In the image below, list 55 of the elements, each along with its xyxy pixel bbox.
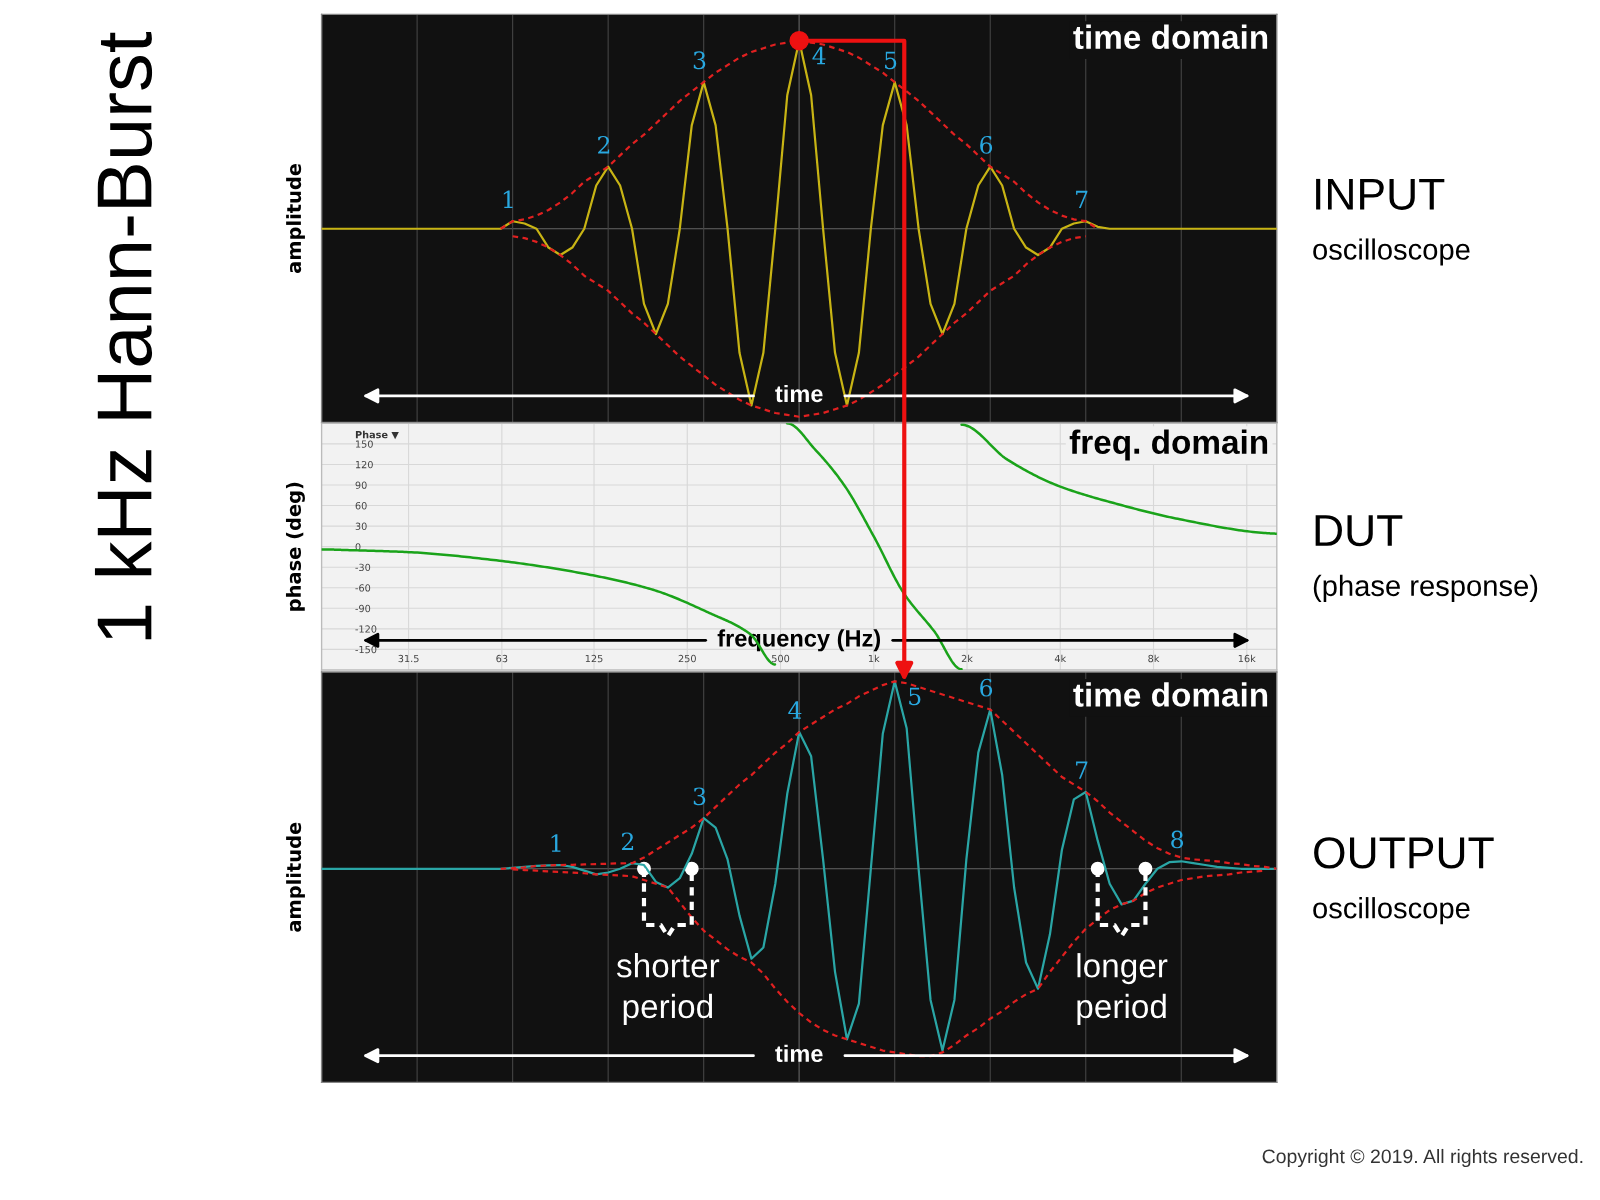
y-tick-label: 120 <box>356 460 373 469</box>
x-tick-label: 500 <box>772 654 790 663</box>
annotation: 1 <box>503 190 513 208</box>
text: INPUT <box>1316 178 1445 210</box>
x-axis-title: time <box>775 384 823 403</box>
text: Copyright © 2019. All rights reserved. <box>1262 1148 1583 1168</box>
y-tick-label: -30 <box>355 563 371 572</box>
annotation: 8 <box>1171 830 1184 849</box>
x-tick-label: 63 <box>496 654 508 663</box>
y-axis-title: phase (deg) <box>285 482 305 611</box>
text: 1 kHz Hann-Burst <box>94 32 153 640</box>
y-tick-label: 150 <box>356 440 373 448</box>
annotation: 1 <box>551 834 561 852</box>
y-tick-label: 30 <box>355 522 367 530</box>
y-tick-label: -120 <box>355 625 377 633</box>
annotation: 6 <box>980 135 993 154</box>
y-tick-label: 90 <box>355 481 367 489</box>
text: oscilloscope <box>1313 897 1470 925</box>
text: (phase response) <box>1313 574 1538 602</box>
y-axis-title: amplitude <box>286 163 305 273</box>
x-tick-label: 2k <box>961 654 973 663</box>
annotation: 6 <box>980 678 993 697</box>
annotation: 5 <box>909 687 921 706</box>
chart-title: freq. domain <box>1069 429 1268 461</box>
y-tick-label: -150 <box>355 645 377 654</box>
x-tick-label: 16k <box>1238 654 1256 663</box>
annotation: Phase ▼ <box>355 430 399 440</box>
annotation: 2 <box>621 832 634 850</box>
annotation: 4 <box>788 701 802 719</box>
annotation: 7 <box>1076 761 1088 779</box>
x-axis-title: time <box>775 1044 823 1063</box>
annotation: 3 <box>693 787 706 806</box>
annotation: longer period <box>1077 953 1168 1025</box>
chart-title: time domain <box>1073 682 1268 707</box>
y-tick-label: -90 <box>355 604 371 613</box>
annotation: 2 <box>598 135 610 154</box>
y-tick-label: 0 <box>355 543 361 551</box>
x-tick-label: 8k <box>1148 654 1160 663</box>
y-tick-label: -60 <box>355 584 371 592</box>
text: oscilloscope <box>1313 238 1470 266</box>
text: OUTPUT <box>1314 837 1494 869</box>
x-tick-label: 4k <box>1054 654 1067 663</box>
x-tick-label: 31.5 <box>398 654 419 663</box>
text: DUT <box>1315 515 1403 547</box>
y-axis-title: amplitude <box>286 822 305 932</box>
x-tick-label: 250 <box>678 654 696 663</box>
x-tick-label: 125 <box>585 654 603 663</box>
annotation: shorter period <box>616 953 720 1025</box>
annotation: 5 <box>885 51 897 70</box>
y-tick-label: 60 <box>355 502 367 510</box>
chart-title: time domain <box>1073 24 1268 50</box>
annotation: 3 <box>693 51 706 70</box>
annotation: 7 <box>1076 190 1088 208</box>
annotation: 4 <box>812 46 826 65</box>
x-tick-label: 1k <box>868 654 880 663</box>
